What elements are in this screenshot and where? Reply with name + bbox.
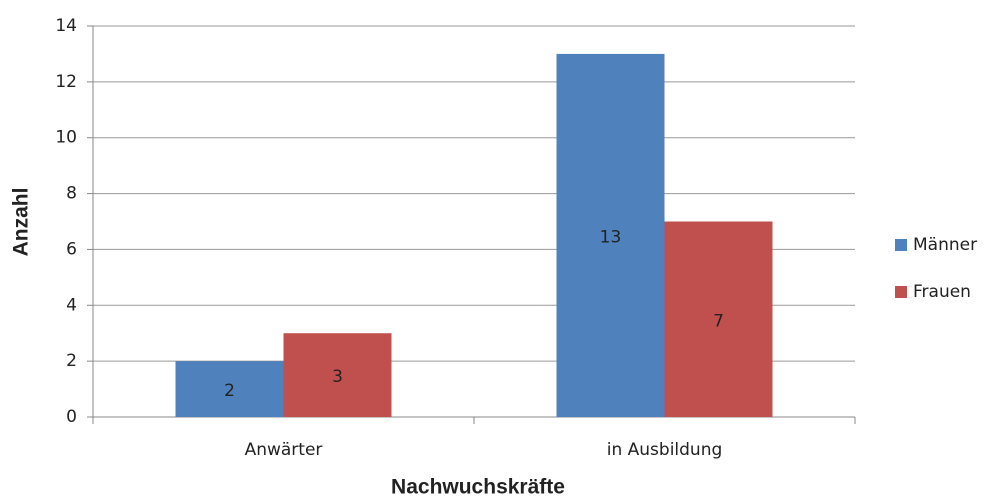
y-tick-label: 6 [66,239,77,259]
y-tick-label: 14 [55,16,77,36]
y-tick-label: 10 [55,128,77,148]
legend-label: Männer [913,235,977,255]
y-tick-label: 0 [66,407,77,427]
data-label: 2 [224,381,235,401]
legend-swatch [895,239,907,251]
y-tick-label: 2 [66,351,77,371]
y-tick-label: 4 [66,295,77,315]
y-tick-label: 12 [55,72,77,92]
legend-label: Frauen [913,282,971,302]
data-label: 13 [600,227,622,247]
bar [556,53,665,418]
y-tick-label: 8 [66,184,77,204]
data-label: 7 [713,311,724,331]
data-label: 3 [332,367,343,387]
bar [175,361,284,417]
x-tick-label: in Ausbildung [607,440,723,460]
x-axis-title: Nachwuchskräfte [391,476,565,498]
bar [283,333,392,417]
legend-swatch [895,286,907,298]
y-axis-title: Anzahl [10,188,33,257]
x-tick-label: Anwärter [245,440,323,460]
bar [664,221,773,417]
